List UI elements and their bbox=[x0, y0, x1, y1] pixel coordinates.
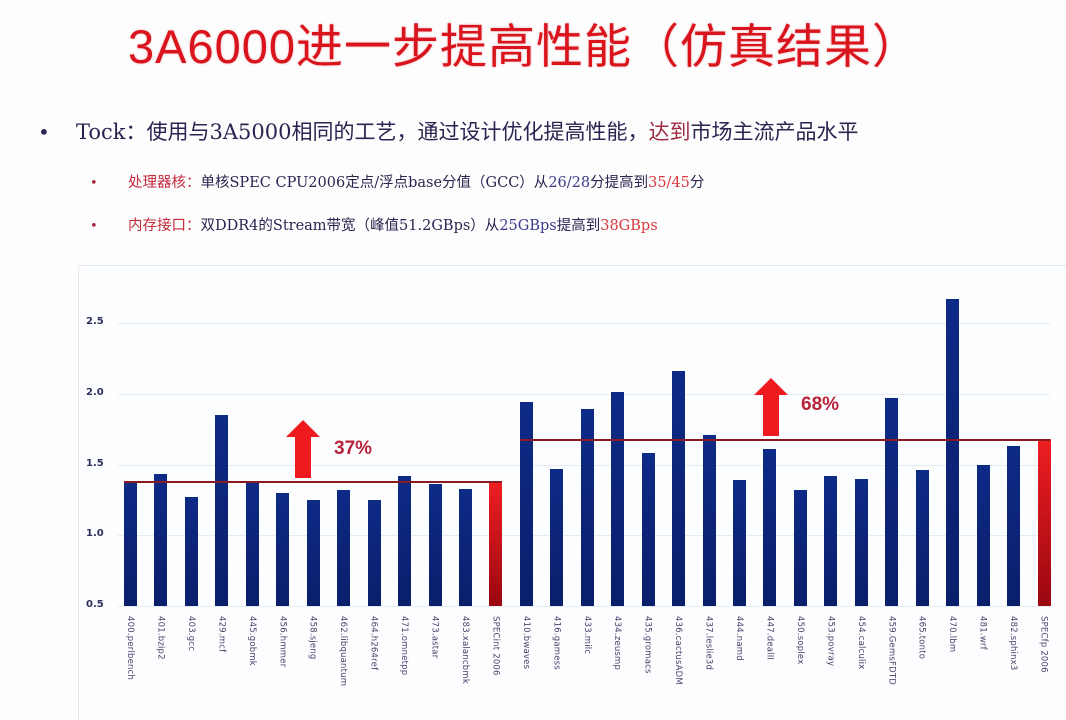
y-tick-label: 1.0 bbox=[86, 528, 104, 540]
benchmark-bar bbox=[367, 499, 381, 606]
benchmark-bar bbox=[702, 434, 716, 606]
sub-bullet-cpu-core: • 处理器核：单核SPEC CPU2006定点/浮点base分值（GCC）从26/… bbox=[90, 171, 704, 192]
up-arrow-icon bbox=[754, 378, 788, 442]
benchmark-bar bbox=[458, 488, 472, 606]
chart-frame bbox=[78, 265, 1066, 720]
from-value: 26/28 bbox=[548, 175, 591, 191]
sub-bullet-label: 处理器核： bbox=[128, 175, 201, 191]
x-tick-label: 456.hmmer bbox=[277, 616, 288, 668]
slide-title: 3A6000进一步提高性能（仿真结果） bbox=[128, 20, 921, 73]
x-tick-label: 481.wrf bbox=[977, 616, 988, 650]
sub-bullet-memory: • 内存接口：双DDR4的Stream带宽（峰值51.2GBps）从25GBps提… bbox=[90, 214, 658, 235]
x-tick-label: 435.gromacs bbox=[642, 616, 653, 674]
up-arrow-icon bbox=[286, 420, 320, 484]
bullet-marker: • bbox=[90, 219, 98, 234]
x-tick-label: 447.dealII bbox=[764, 616, 775, 661]
main-bullet-text: Tock：使用与3A5000相同的工艺，通过设计优化提高性能， bbox=[76, 120, 649, 144]
main-bullet-highlight: 达到 bbox=[648, 120, 691, 144]
benchmark-bar bbox=[641, 453, 655, 606]
benchmark-bar bbox=[550, 468, 564, 606]
x-tick-label: 429.mcf bbox=[216, 616, 227, 653]
x-tick-label: 459.GemsFDTD bbox=[886, 616, 897, 686]
benchmark-bar bbox=[672, 371, 686, 606]
x-tick-label: 410.bwaves bbox=[520, 616, 531, 670]
x-tick-label: 482.sphinx3 bbox=[1008, 616, 1019, 671]
benchmark-bar bbox=[184, 497, 198, 606]
x-tick-label: 465.tonto bbox=[916, 616, 927, 660]
x-tick-label: 401.bzip2 bbox=[155, 616, 166, 660]
benchmark-bar bbox=[154, 474, 168, 606]
benchmark-bar bbox=[215, 414, 229, 606]
benchmark-bar bbox=[276, 492, 290, 606]
bullet-marker: • bbox=[90, 176, 98, 191]
x-tick-label: 400.perlbench bbox=[125, 616, 135, 681]
x-tick-label: 416.gamess bbox=[551, 616, 562, 670]
to-value: 38GBps bbox=[600, 218, 658, 234]
benchmark-bar bbox=[428, 484, 442, 606]
benchmark-bar bbox=[580, 409, 594, 606]
benchmark-bar bbox=[915, 470, 929, 606]
y-tick-label: 0.5 bbox=[86, 599, 104, 610]
x-tick-label: 403.gcc bbox=[185, 616, 196, 652]
x-tick-label: 433.milc bbox=[581, 616, 592, 655]
total-bar bbox=[489, 482, 503, 606]
x-tick-label: 483.xalancbmk bbox=[459, 616, 470, 684]
sub-bullet-label: 内存接口： bbox=[128, 218, 201, 234]
x-tick-label: 464.h264ref bbox=[368, 616, 379, 671]
x-tick-label: 445.gobmk bbox=[246, 616, 257, 666]
x-tick-label: 437.leslie3d bbox=[703, 616, 714, 671]
sub-bullet-suffix: 分 bbox=[689, 175, 705, 191]
improvement-percentage: 68% bbox=[801, 394, 840, 415]
x-tick-label: 453.povray bbox=[825, 616, 836, 667]
benchmark-bar bbox=[733, 480, 746, 606]
x-tick-label: 470.lbm bbox=[947, 616, 958, 653]
benchmark-bar bbox=[124, 481, 137, 606]
benchmark-bar bbox=[245, 482, 259, 606]
x-tick-label: 454.calculix bbox=[855, 616, 866, 670]
gridline bbox=[118, 606, 1050, 607]
sub-bullet-text: 单核SPEC CPU2006定点/浮点base分值（GCC）从 bbox=[200, 175, 549, 191]
sub-bullet-mid: 提高到 bbox=[556, 218, 601, 234]
benchmark-bar bbox=[306, 499, 320, 606]
total-bar bbox=[1037, 439, 1051, 606]
x-tick-label: 450.soplex bbox=[794, 616, 805, 665]
x-tick-label: 444.namd bbox=[734, 616, 744, 661]
benchmark-bar bbox=[976, 464, 990, 606]
y-tick-label: 1.5 bbox=[86, 457, 104, 469]
main-bullet: • Tock：使用与3A5000相同的工艺，通过设计优化提高性能，达到市场主流产品… bbox=[38, 116, 858, 146]
bullet-marker: • bbox=[38, 120, 50, 144]
y-tick-label: 2.5 bbox=[86, 316, 104, 327]
benchmark-bar bbox=[824, 475, 838, 606]
x-tick-label: 462.libquantum bbox=[338, 616, 349, 687]
benchmark-bar bbox=[519, 402, 533, 606]
benchmark-bar bbox=[946, 298, 960, 606]
x-tick-label: SPECint 2006 bbox=[490, 616, 501, 676]
x-tick-label: SPECfp 2006 bbox=[1038, 616, 1049, 673]
benchmark-bar bbox=[398, 475, 412, 606]
to-value: 35/45 bbox=[648, 175, 690, 191]
improvement-percentage: 37% bbox=[334, 438, 373, 459]
gridline bbox=[118, 323, 1050, 324]
main-bullet-suffix: 市场主流产品水平 bbox=[690, 120, 859, 144]
from-value: 25GBps bbox=[499, 218, 557, 234]
x-tick-label: 434.zeusmp bbox=[612, 616, 623, 671]
benchmark-bar bbox=[1007, 446, 1021, 606]
x-tick-label: 458.sjeng bbox=[307, 616, 318, 660]
x-tick-label: 436.cactusADM bbox=[673, 616, 684, 685]
average-line bbox=[124, 481, 503, 483]
benchmark-bar bbox=[763, 448, 777, 606]
benchmark-bar bbox=[854, 478, 868, 606]
sub-bullet-text: 双DDR4的Stream带宽（峰值51.2GBps）从 bbox=[200, 218, 500, 234]
benchmark-bar bbox=[885, 397, 899, 606]
benchmark-bar bbox=[611, 392, 625, 606]
y-tick-label: 2.0 bbox=[86, 386, 104, 398]
benchmark-bar bbox=[337, 489, 351, 606]
average-line bbox=[519, 439, 1051, 441]
sub-bullet-mid: 分提高到 bbox=[590, 175, 649, 191]
x-tick-label: 473.astar bbox=[429, 616, 440, 659]
x-tick-label: 471.omnetpp bbox=[399, 616, 410, 676]
benchmark-bar bbox=[793, 489, 807, 606]
gridline bbox=[118, 393, 1050, 395]
